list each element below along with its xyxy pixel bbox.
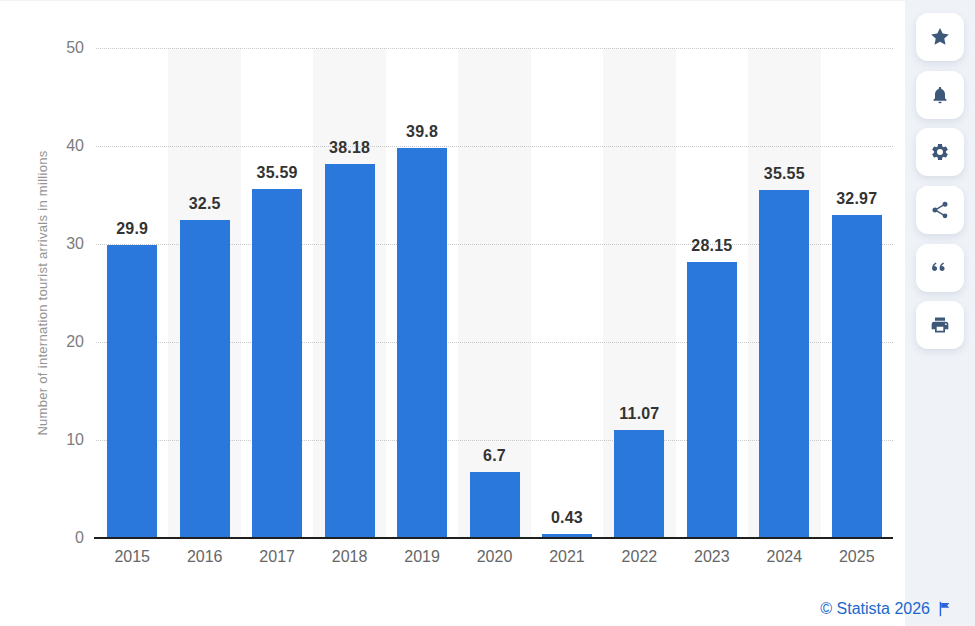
bar-2025[interactable] <box>832 215 882 538</box>
y-gridline <box>96 146 893 147</box>
y-tick-label: 50 <box>0 39 84 57</box>
y-tick-label: 40 <box>0 137 84 155</box>
bar-value-label: 32.5 <box>168 195 240 213</box>
y-axis-title: Number of internation tourist arrivals i… <box>35 150 50 435</box>
x-tick-label: 2016 <box>168 548 240 566</box>
x-tick-label: 2020 <box>458 548 530 566</box>
x-tick-label: 2024 <box>748 548 820 566</box>
x-tick-label: 2019 <box>386 548 458 566</box>
y-tick-label: 0 <box>0 529 84 547</box>
x-tick-label: 2015 <box>96 548 168 566</box>
chart-toolbar <box>905 1 975 626</box>
x-tick-label: 2025 <box>821 548 893 566</box>
favorite-button[interactable] <box>916 13 964 61</box>
share-button[interactable] <box>916 186 964 234</box>
bar-value-label: 6.7 <box>458 447 530 465</box>
x-tick-label: 2021 <box>531 548 603 566</box>
plot-area: 29.932.535.5938.1839.8 6.7 0.43 11.07 28.15 3… <box>96 48 893 538</box>
bar-value-label: 35.55 <box>748 165 820 183</box>
bar-2023[interactable] <box>687 262 737 538</box>
cite-button[interactable] <box>916 244 964 292</box>
bar-2016[interactable] <box>180 220 230 539</box>
bar-2017[interactable] <box>252 189 302 538</box>
statista-credit: © Statista 2026 <box>820 600 951 618</box>
star-icon <box>930 27 950 47</box>
bar-2015[interactable] <box>107 245 157 538</box>
x-axis-line <box>94 537 893 539</box>
x-tick-label: 2018 <box>313 548 385 566</box>
quote-icon <box>930 258 950 278</box>
notifications-button[interactable] <box>916 71 964 119</box>
bar-2018[interactable] <box>325 164 375 538</box>
bar-2019[interactable] <box>397 148 447 538</box>
statista-chart-widget: Number of internation tourist arrivals i… <box>0 0 975 626</box>
statista-credit-link[interactable]: © Statista 2026 <box>820 600 930 618</box>
y-gridline <box>96 48 893 49</box>
print-button[interactable] <box>916 301 964 349</box>
x-tick-label: 2023 <box>676 548 748 566</box>
x-tick-label: 2022 <box>603 548 675 566</box>
gear-icon <box>930 142 950 162</box>
y-tick-label: 10 <box>0 431 84 449</box>
bar-value-label: 11.07 <box>603 405 675 423</box>
settings-button[interactable] <box>916 128 964 176</box>
bar-value-label: 39.8 <box>386 123 458 141</box>
bar-value-label: 29.9 <box>96 220 168 238</box>
bar-2024[interactable] <box>759 190 809 538</box>
bar-value-label: 35.59 <box>241 164 313 182</box>
y-tick-label: 20 <box>0 333 84 351</box>
x-tick-label: 2017 <box>241 548 313 566</box>
bar-2020[interactable] <box>470 472 520 538</box>
flag-icon[interactable] <box>938 601 951 617</box>
bar-value-label: 32.97 <box>821 190 893 208</box>
bar-value-label: 28.15 <box>676 237 748 255</box>
printer-icon <box>930 315 950 335</box>
bell-icon <box>930 85 950 105</box>
share-icon <box>930 200 950 220</box>
bar-value-label: 38.18 <box>313 139 385 157</box>
bar-value-label: 0.43 <box>531 509 603 527</box>
bar-2022[interactable] <box>614 430 664 538</box>
y-tick-label: 30 <box>0 235 84 253</box>
